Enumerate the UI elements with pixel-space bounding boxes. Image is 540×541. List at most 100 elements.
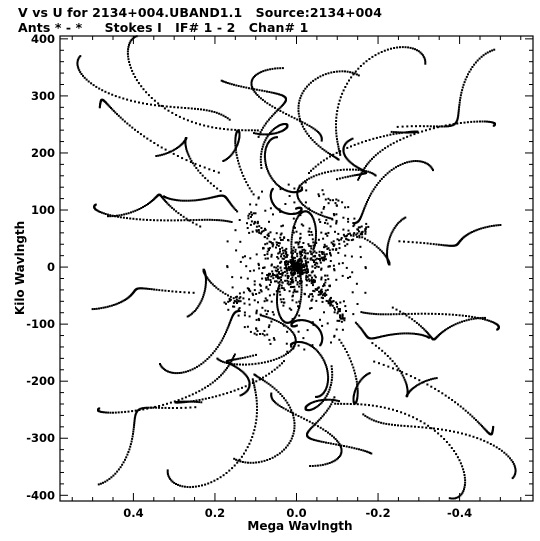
- data-point: [238, 310, 241, 312]
- data-point: [329, 301, 332, 304]
- data-point: [334, 308, 336, 311]
- data-point: [292, 332, 295, 335]
- data-point: [275, 274, 277, 277]
- data-point: [324, 430, 327, 432]
- data-point: [337, 103, 340, 106]
- data-point: [183, 485, 186, 488]
- data-point: [292, 259, 295, 262]
- data-point: [408, 160, 411, 163]
- data-point: [461, 314, 464, 317]
- data-point: [335, 247, 338, 250]
- data-point: [346, 168, 348, 171]
- data-point: [471, 315, 474, 318]
- data-point: [98, 87, 101, 90]
- data-point: [187, 199, 190, 202]
- data-point: [336, 319, 339, 322]
- data-point: [322, 251, 325, 254]
- data-point: [271, 397, 274, 400]
- data-point: [258, 291, 261, 294]
- data-point: [360, 231, 363, 234]
- data-point: [230, 153, 233, 156]
- data-point: [406, 388, 409, 391]
- data-point: [176, 155, 179, 157]
- data-point: [207, 482, 210, 485]
- axis-ticks: 0.4 0.2 0.0 -0.2 -0.44003002001000-100-200-3…: [26, 32, 533, 520]
- data-point: [334, 156, 337, 159]
- data-point: [237, 459, 240, 462]
- data-point: [389, 143, 392, 146]
- data-point: [186, 119, 189, 122]
- data-point: [296, 310, 299, 313]
- data-point: [248, 187, 251, 190]
- data-point: [332, 300, 335, 303]
- data-point: [354, 168, 357, 171]
- data-point: [355, 380, 358, 383]
- data-point: [218, 343, 221, 346]
- data-point: [253, 384, 256, 387]
- data-point: [390, 232, 393, 235]
- data-point: [297, 246, 300, 249]
- data-point: [228, 82, 231, 85]
- data-point: [102, 212, 105, 215]
- data-point: [237, 139, 240, 142]
- data-point: [281, 272, 283, 275]
- data-point: [331, 370, 334, 373]
- data-point: [270, 199, 273, 202]
- data-point: [312, 175, 315, 178]
- data-point: [275, 110, 278, 113]
- data-point: [149, 201, 152, 203]
- data-point: [219, 341, 222, 344]
- data-point: [335, 70, 338, 73]
- data-point: [304, 180, 306, 183]
- data-point: [270, 197, 272, 200]
- data-point: [271, 201, 274, 204]
- data-point: [226, 128, 229, 131]
- data-point: [301, 319, 304, 322]
- data-point: [250, 190, 253, 193]
- data-point: [319, 214, 322, 216]
- data-point: [142, 206, 145, 208]
- data-point: [401, 46, 404, 49]
- data-point: [100, 211, 103, 214]
- data-point: [337, 199, 340, 202]
- data-point: [294, 337, 297, 339]
- data-point: [297, 102, 300, 105]
- data-point: [416, 384, 419, 387]
- data-point: [275, 241, 278, 244]
- data-point: [266, 68, 269, 71]
- data-point: [489, 443, 492, 445]
- data-point: [271, 385, 274, 388]
- data-point: [427, 312, 430, 315]
- data-point: [398, 132, 401, 135]
- data-point: [174, 147, 177, 150]
- data-point: [262, 376, 264, 379]
- data-point: [267, 310, 269, 313]
- data-point: [421, 334, 424, 337]
- data-point: [302, 263, 305, 266]
- data-point: [444, 244, 447, 247]
- data-point: [154, 405, 157, 408]
- data-point: [240, 85, 243, 88]
- data-point: [391, 230, 394, 233]
- data-point: [428, 128, 431, 131]
- data-point: [247, 217, 250, 220]
- data-point: [423, 242, 426, 245]
- data-point: [125, 298, 128, 301]
- data-point: [280, 94, 283, 97]
- data-point: [266, 133, 268, 136]
- data-point: [311, 438, 314, 441]
- data-point: [239, 260, 242, 263]
- data-point: [340, 237, 343, 239]
- data-point: [314, 276, 317, 279]
- data-point: [277, 108, 279, 111]
- data-point: [205, 276, 208, 278]
- data-point: [270, 255, 273, 258]
- data-point: [331, 376, 334, 379]
- data-point: [448, 244, 451, 247]
- data-point: [367, 451, 370, 454]
- data-point: [228, 362, 231, 365]
- data-point: [277, 185, 280, 188]
- data-point: [244, 255, 246, 258]
- data-point: [304, 249, 307, 252]
- data-point: [274, 280, 276, 283]
